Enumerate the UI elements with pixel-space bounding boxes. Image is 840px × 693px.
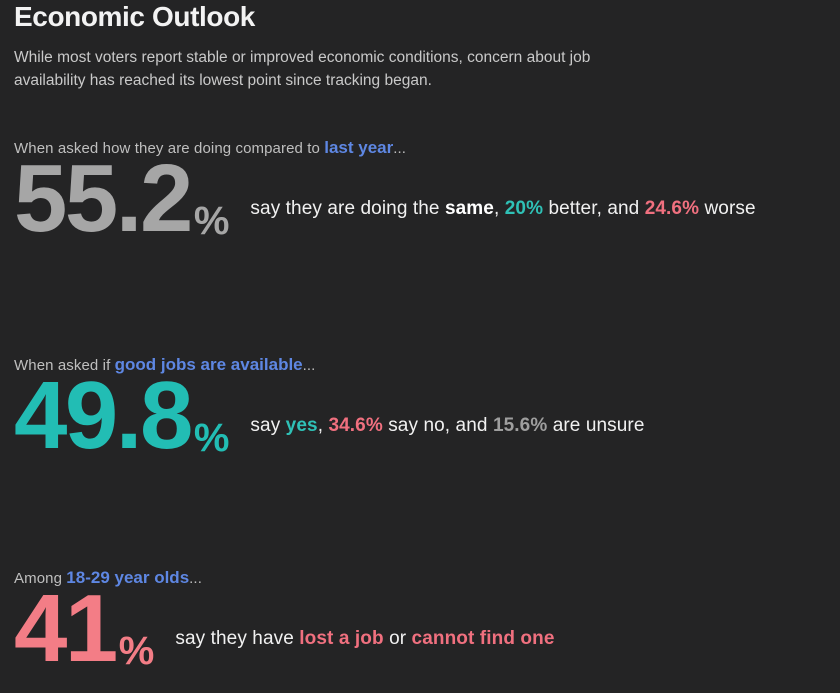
question-suffix: ... [302,357,316,374]
page-subtitle: While most voters report stable or impro… [14,49,591,89]
text-segment: say they have [175,627,300,649]
page-title: Economic Outlook [14,1,255,32]
stat-percent-sign: % [118,628,155,673]
question-highlight: last year [324,138,394,157]
stat-value-lost-job: 41% [14,580,155,693]
stat-row: 49.8% say yes, 34.6% say no, and 15.6% a… [14,367,826,470]
text-segment: better, and [543,197,645,219]
text-segment: same [444,197,494,219]
text-segment: cannot find one [411,627,555,649]
question-highlight: 18-29 year olds [66,568,190,587]
section-18-29-year-olds: Among 18-29 year olds... 41% say they ha… [14,566,826,683]
text-segment: say [250,414,286,436]
stat-percent-sign: % [193,415,230,460]
stat-number: 55.2 [14,144,193,252]
text-segment: 20% [504,197,544,219]
text-segment: or [383,627,412,649]
section-compared-to-last-year: When asked how they are doing compared t… [14,136,826,253]
question-prefix: When asked how they are doing compared t… [14,140,325,157]
stat-number: 49.8 [14,361,193,469]
question-line: When asked how they are doing compared t… [14,136,826,161]
section-good-jobs-available: When asked if good jobs are available...… [14,353,826,470]
question-line: Among 18-29 year olds... [14,566,826,591]
stat-row: 55.2% say they are doing the same, 20% b… [14,150,826,253]
text-segment: say no, and [382,414,493,436]
stat-number: 41 [14,574,118,682]
text-segment: 24.6% [644,197,700,219]
stat-row: 41% say they have lost a job or cannot f… [14,580,826,683]
question-highlight: good jobs are available [114,355,303,374]
text-segment: 34.6% [328,414,383,436]
text-segment: worse [699,197,756,219]
text-segment: , [493,197,505,219]
question-prefix: Among [14,570,67,587]
question-prefix: When asked if [14,357,115,374]
text-segment: are unsure [547,414,645,436]
stat-description: say they are doing the same, 20% better,… [250,196,755,221]
question-suffix: ... [189,570,202,587]
text-segment: say they are doing the [250,197,445,219]
text-segment: , [317,414,329,436]
stat-description: say yes, 34.6% say no, and 15.6% are uns… [250,413,644,438]
question-suffix: ... [393,140,407,157]
text-segment: 15.6% [492,414,548,436]
question-line: When asked if good jobs are available... [14,353,826,378]
text-segment: lost a job [299,627,384,649]
text-segment: yes [285,414,318,436]
stat-description: say they have lost a job or cannot find … [175,626,554,651]
stat-value-yes: 49.8% [14,367,230,480]
stat-percent-sign: % [193,198,230,243]
stat-value-same: 55.2% [14,150,230,263]
